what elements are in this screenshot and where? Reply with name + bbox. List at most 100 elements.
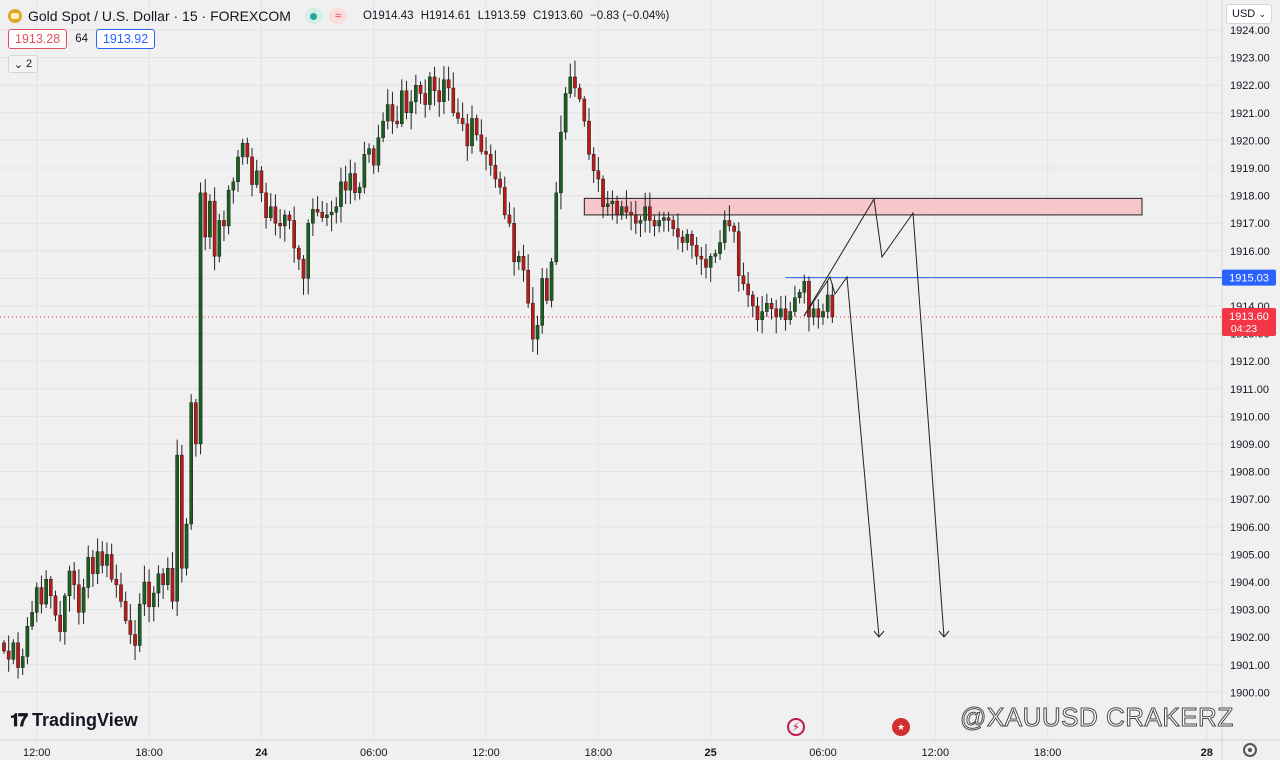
- candle-body: [442, 79, 446, 102]
- candle-body: [634, 214, 638, 224]
- candle-body: [479, 134, 484, 152]
- price-tick-label: 1906.00: [1230, 522, 1270, 534]
- candle-body: [624, 206, 629, 213]
- candle-body: [807, 280, 811, 318]
- candle-body: [236, 156, 240, 183]
- candle-body: [456, 112, 460, 119]
- candle-body: [793, 297, 797, 312]
- projection-path-1[interactable]: [803, 275, 880, 638]
- gear-icon[interactable]: [1243, 743, 1257, 757]
- alert-price-tag[interactable]: [1222, 269, 1276, 286]
- currency-select[interactable]: USD ⌄: [1226, 4, 1272, 24]
- low-value: 1913.59: [484, 10, 526, 22]
- price-tick-label: 1910.00: [1230, 411, 1270, 423]
- candle-body: [114, 579, 119, 585]
- us-flag-icon[interactable]: ★: [892, 718, 910, 736]
- candle-body: [128, 620, 133, 635]
- candle-body: [367, 148, 371, 155]
- tradingview-logo[interactable]: 𝟏𝟕 TradingView: [10, 710, 138, 731]
- candle-body: [708, 256, 713, 268]
- candle-body: [67, 570, 72, 597]
- price-tick-label: 1907.00: [1230, 494, 1270, 506]
- price-tick-label: 1916.00: [1230, 246, 1270, 258]
- candle-body: [343, 181, 348, 191]
- candle-body: [760, 311, 764, 320]
- candle-body: [222, 220, 226, 227]
- indicators-toggle-button[interactable]: ⌄ 2: [8, 55, 38, 73]
- candle-body: [325, 214, 329, 218]
- candle-body: [250, 156, 254, 185]
- chart-header: Gold Spot / U.S. Dollar · 15 · FOREXCOM …: [8, 6, 673, 26]
- time-tick-label: 18:00: [585, 747, 613, 759]
- candle-body: [816, 308, 821, 318]
- candle-body: [498, 178, 502, 188]
- candle-body: [339, 181, 343, 207]
- candle-body: [147, 581, 151, 608]
- candle-body: [648, 206, 652, 221]
- candle-body: [563, 93, 568, 133]
- candle-body: [390, 104, 395, 122]
- candle-body: [320, 211, 325, 218]
- candle-body: [694, 245, 699, 257]
- candle-body: [226, 189, 231, 227]
- candle-body: [825, 294, 830, 312]
- buy-price-button[interactable]: 1913.92: [95, 29, 156, 49]
- time-tick-label: 25: [705, 747, 717, 759]
- candle-body: [559, 131, 563, 194]
- last-price-tag[interactable]: [1222, 308, 1276, 337]
- candle-body: [460, 118, 465, 125]
- arrow-head-2: [938, 630, 950, 638]
- candle-body: [273, 206, 278, 224]
- candle-body: [30, 612, 34, 627]
- candle-body: [446, 79, 451, 89]
- candle-body: [521, 256, 526, 271]
- price-tick-label: 1912.00: [1230, 356, 1270, 368]
- candle-body: [741, 275, 746, 285]
- candle-body: [732, 225, 736, 232]
- price-tick-label: 1923.00: [1230, 53, 1270, 65]
- candle-body: [259, 170, 264, 194]
- candle-body: [690, 234, 694, 246]
- flash-icon[interactable]: ⚡: [787, 718, 805, 736]
- candle-body: [194, 402, 198, 445]
- price-tick-label: 1900.00: [1230, 687, 1270, 699]
- gold-symbol-icon: [8, 9, 22, 23]
- candle-body: [685, 234, 690, 243]
- candle-body: [86, 556, 91, 588]
- projection-path-2[interactable]: [803, 197, 945, 638]
- bid-ask-row: 1913.28 64 1913.92: [8, 29, 156, 49]
- candle-body: [49, 579, 53, 596]
- candle-body: [596, 170, 601, 180]
- candle-body: [638, 220, 643, 224]
- candle-body: [142, 581, 147, 605]
- candle-body: [301, 258, 306, 279]
- time-tick-label: 12:00: [472, 747, 500, 759]
- candle-body: [268, 206, 273, 218]
- candle-body: [610, 200, 615, 205]
- candle-body: [507, 214, 512, 224]
- data-delay-icon[interactable]: ≈: [328, 8, 347, 24]
- indicators-count: 2: [26, 58, 33, 70]
- candle-body: [769, 303, 774, 309]
- symbol-title[interactable]: Gold Spot / U.S. Dollar · 15 · FOREXCOM: [28, 8, 291, 24]
- market-open-status-icon[interactable]: [304, 8, 323, 24]
- resistance-zone[interactable]: [583, 197, 1143, 216]
- candle-body: [329, 211, 334, 216]
- candle-body: [44, 579, 48, 605]
- candle-body: [582, 98, 587, 122]
- candle-body: [165, 568, 170, 585]
- candle-body: [77, 584, 81, 613]
- chevron-down-icon: ⌄: [1258, 8, 1266, 19]
- price-tick-label: 1909.00: [1230, 439, 1270, 451]
- candle-body: [357, 187, 362, 194]
- price-tick-label: 1917.00: [1230, 218, 1270, 230]
- candle-body: [254, 170, 259, 185]
- candle-body: [208, 200, 212, 238]
- candle-body: [788, 311, 793, 320]
- price-tick-label: 1902.00: [1230, 632, 1270, 644]
- candle-body: [517, 256, 521, 263]
- candle-body: [292, 220, 296, 249]
- sell-price-button[interactable]: 1913.28: [8, 29, 68, 49]
